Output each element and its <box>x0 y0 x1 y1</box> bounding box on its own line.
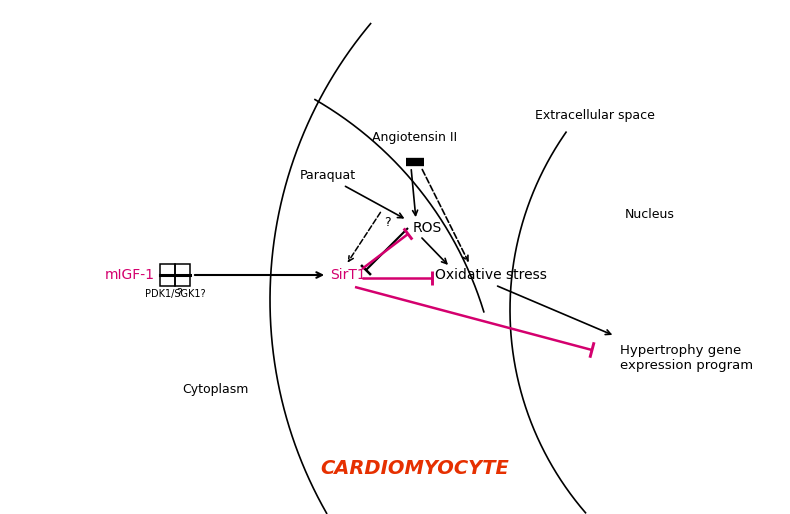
Text: ?: ? <box>384 215 390 229</box>
Text: mIGF-1: mIGF-1 <box>105 268 155 282</box>
Text: ?: ? <box>176 288 182 298</box>
Text: Hypertrophy gene
expression program: Hypertrophy gene expression program <box>620 344 753 372</box>
Text: Oxidative stress: Oxidative stress <box>435 268 547 282</box>
Text: Paraquat: Paraquat <box>300 169 356 181</box>
Text: CARDIOMYOCYTE: CARDIOMYOCYTE <box>321 458 510 478</box>
Bar <box>160 264 175 286</box>
Text: Angiotensin II: Angiotensin II <box>372 132 457 144</box>
Text: ROS: ROS <box>413 221 442 235</box>
Bar <box>175 264 190 286</box>
Text: Extracellular space: Extracellular space <box>535 108 655 121</box>
Text: Cytoplasm: Cytoplasm <box>182 383 248 396</box>
Text: Nucleus: Nucleus <box>625 209 675 222</box>
Text: PDK1/SGK1?: PDK1/SGK1? <box>145 289 205 299</box>
Text: SirT1: SirT1 <box>330 268 366 282</box>
